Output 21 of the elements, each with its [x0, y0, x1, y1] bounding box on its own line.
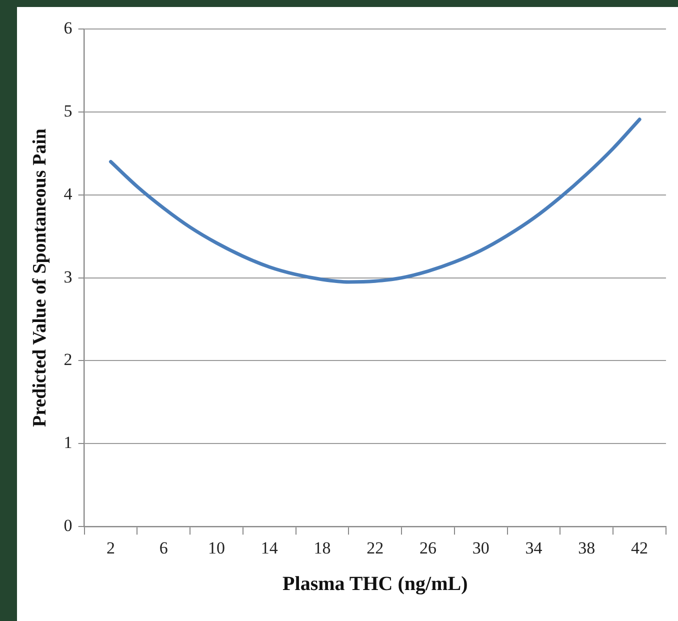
x-tick-label: 30: [472, 538, 490, 558]
y-tick-label: 4: [64, 184, 73, 204]
x-tick-label: 38: [578, 538, 596, 558]
x-axis-title: Plasma THC (ng/mL): [282, 573, 468, 596]
line-series: [108, 118, 642, 284]
y-tick-label: 1: [64, 433, 72, 452]
y-tick-label: 3: [64, 267, 72, 286]
y-axis-title: Predicted Value of Spontaneous Pain: [29, 128, 50, 428]
x-tick-label: 14: [260, 538, 278, 558]
x-tick-label: 18: [314, 538, 331, 558]
y-tick-label: 2: [64, 350, 72, 370]
y-tick-label: 0: [64, 516, 72, 536]
x-tick-label: 2: [106, 538, 115, 558]
y-tick-label: 5: [64, 101, 72, 120]
x-tick-label: 42: [631, 538, 648, 558]
y-tick-label: 6: [64, 18, 72, 38]
x-tick-label: 26: [420, 538, 437, 558]
x-tick-label: 34: [525, 538, 543, 558]
x-tick-label: 22: [366, 538, 384, 558]
x-tick-label: 6: [159, 538, 168, 558]
x-tick-label: 10: [208, 538, 226, 558]
